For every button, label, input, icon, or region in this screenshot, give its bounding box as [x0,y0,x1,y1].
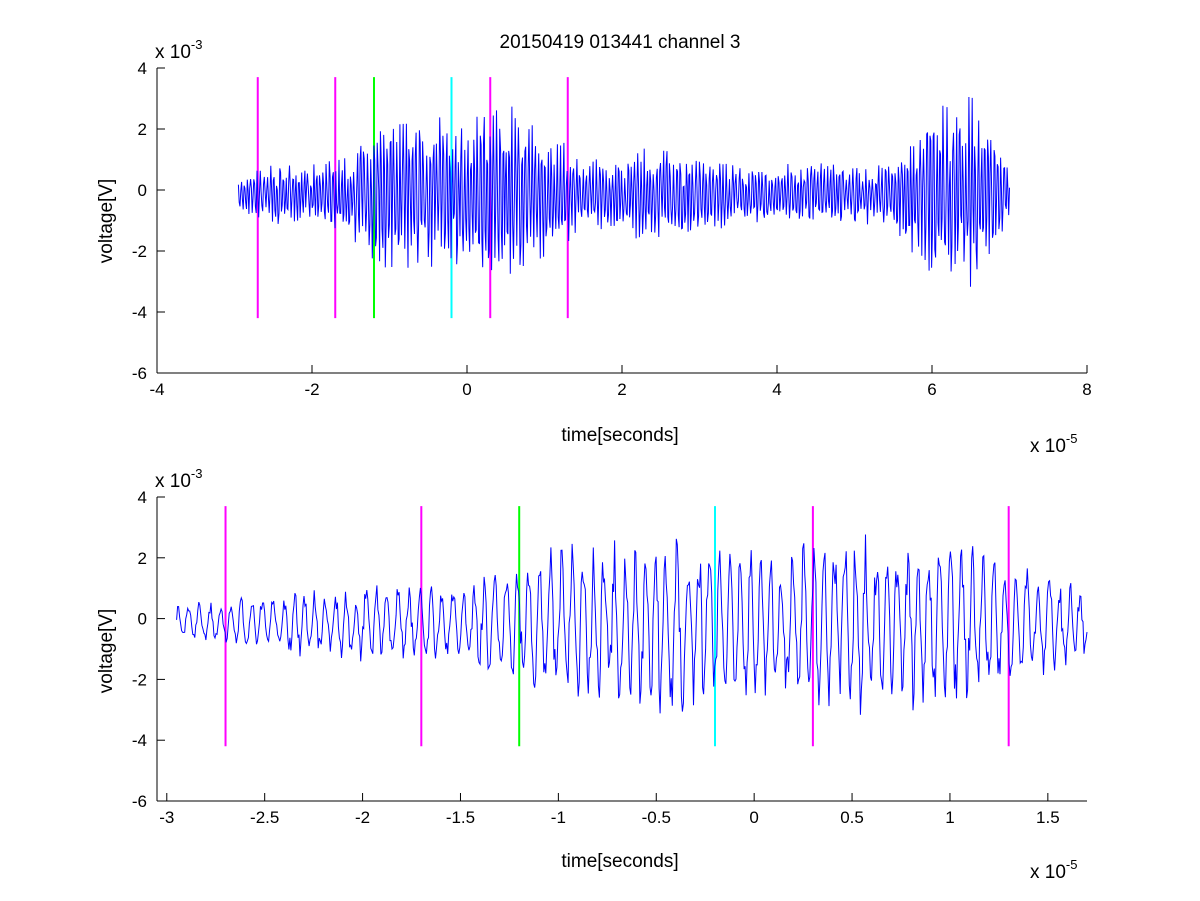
bottom-y-tick-label: -2 [132,670,147,689]
bottom-x-tick-label: 1.5 [1036,808,1060,827]
bottom-x-tick-label: -3 [159,808,174,827]
bottom-x-exponent: x 10-5 [1030,857,1077,883]
top-x-axis-label: time[seconds] [561,425,678,446]
bottom-x-tick-label: 0 [749,808,758,827]
bottom-x-tick-label: -1 [551,808,566,827]
top-voltage-trace [237,96,1010,287]
top-x-tick-label: 2 [617,380,626,399]
top-x-tick-label: -4 [149,380,164,399]
bottom-x-tick-label: -1.5 [446,808,475,827]
bottom-y-tick-label: 0 [138,610,147,629]
top-y-tick-label: -4 [132,303,147,322]
top-y-axis-label: voltage[V] [96,179,117,264]
bottom-y-axis-label: voltage[V] [96,609,117,694]
top-x-tick-label: -2 [304,380,319,399]
bottom-x-tick-label: 0.5 [840,808,864,827]
top-x-tick-label: 0 [462,380,471,399]
top-x-exponent: x 10-5 [1030,431,1077,457]
bottom-x-tick-label: -2.5 [250,808,279,827]
top-y-tick-label: 4 [138,59,147,78]
bottom-y-tick-label: 2 [138,549,147,568]
top-y-tick-label: 2 [138,120,147,139]
top-x-tick-label: 6 [927,380,936,399]
top-y-exponent: x 10-3 [155,37,202,63]
bottom-plot: -3 -2.5 -2 -1.5 -1 -0.5 0 0.5 1 1.5 -6 -4 -2 0 2 4 time… [96,466,1088,883]
top-y-tick-label: 0 [138,181,147,200]
top-y-tick-label: -2 [132,242,147,261]
figure-title: 20150419 013441 channel 3 [500,32,741,53]
top-x-tick-label: 8 [1082,380,1091,399]
bottom-x-axis-label: time[seconds] [561,851,678,872]
bottom-y-tick-label: -4 [132,731,147,750]
bottom-voltage-trace [176,534,1088,715]
bottom-x-tick-label: -0.5 [642,808,671,827]
bottom-y-tick-label: 4 [138,488,147,507]
top-y-tick-label: -6 [132,364,147,383]
bottom-y-tick-label: -6 [132,792,147,811]
bottom-y-exponent: x 10-3 [155,466,202,492]
top-x-tick-label: 4 [772,380,781,399]
bottom-x-tick-label: 1 [945,808,954,827]
bottom-x-tick-label: -2 [355,808,370,827]
